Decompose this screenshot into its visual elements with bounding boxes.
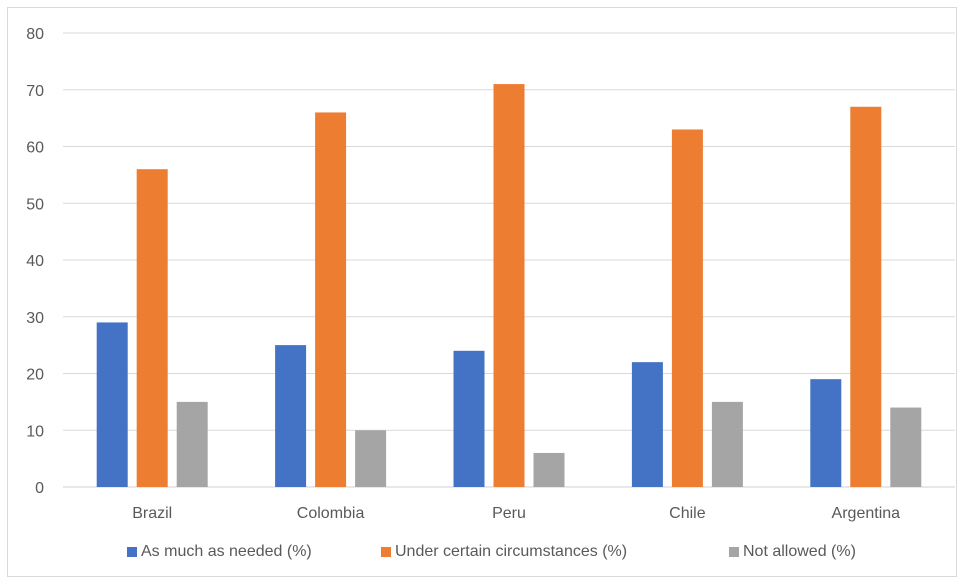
y-tick-label: 50: [26, 196, 44, 213]
bar: [176, 401, 208, 487]
legend: As much as needed (%) Under certain circu…: [127, 543, 856, 560]
legend-label: Not allowed (%): [743, 543, 856, 560]
y-tick-label: 40: [26, 253, 44, 270]
y-tick-label: 20: [26, 367, 44, 384]
bar: [453, 350, 485, 487]
x-tick-label: Brazil: [132, 505, 172, 522]
bar: [711, 401, 743, 487]
legend-swatch: [127, 547, 137, 557]
bar: [96, 322, 128, 487]
bars: [96, 84, 922, 488]
bar: [533, 452, 565, 487]
x-tick-label: Peru: [492, 505, 526, 522]
legend-swatch: [729, 547, 739, 557]
x-axis-ticks: Brazil Colombia Peru Chile Argentina: [132, 505, 900, 522]
bar: [890, 407, 922, 487]
bar: [355, 430, 387, 487]
bar: [631, 362, 663, 487]
legend-label: Under certain circumstances (%): [395, 543, 627, 560]
x-tick-label: Argentina: [832, 505, 901, 522]
legend-swatch: [381, 547, 391, 557]
bar: [493, 84, 525, 487]
y-tick-label: 0: [35, 480, 44, 497]
y-tick-label: 30: [26, 310, 44, 327]
bar: [671, 129, 703, 487]
y-axis-ticks: 0 10 20 30 40 50 60 70 80: [26, 26, 44, 497]
x-tick-label: Colombia: [297, 505, 365, 522]
y-tick-label: 70: [26, 83, 44, 100]
bar: [136, 169, 168, 487]
bar: [850, 106, 882, 488]
legend-label: As much as needed (%): [141, 543, 312, 560]
bar: [315, 112, 347, 487]
y-tick-label: 80: [26, 26, 44, 43]
bar: [275, 345, 307, 487]
bar: [810, 379, 842, 487]
x-tick-label: Chile: [669, 505, 706, 522]
y-tick-label: 10: [26, 423, 44, 440]
y-tick-label: 60: [26, 140, 44, 157]
